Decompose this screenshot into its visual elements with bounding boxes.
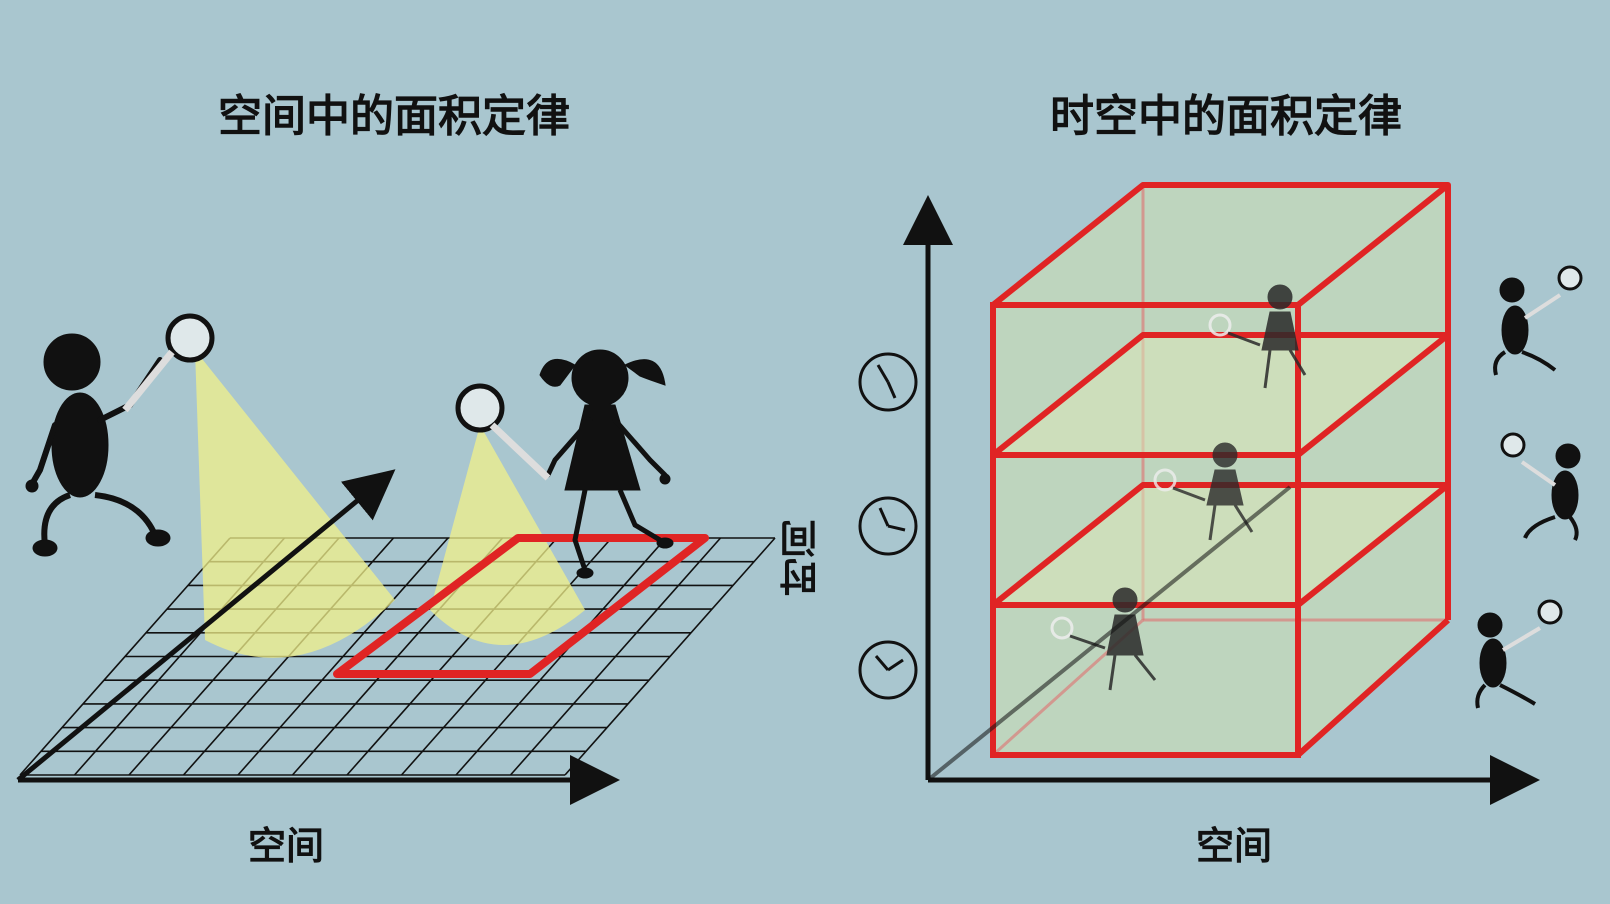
grid-line	[400, 537, 613, 776]
girl-with-magnifier-icon	[455, 349, 674, 579]
clock-icon	[858, 640, 918, 700]
grid-line	[455, 537, 667, 776]
light-cone-boy	[195, 350, 395, 658]
highlighted-area	[333, 534, 709, 678]
clock-icon	[858, 352, 918, 412]
boy-figure-bottom	[1475, 599, 1563, 709]
right-x-axis-label: 空间	[1196, 824, 1273, 868]
time-axis-label: 时间	[780, 520, 824, 596]
boy-figure-middle	[1500, 432, 1581, 541]
grid-line	[564, 537, 776, 776]
right-depth-axis	[926, 485, 1292, 782]
girl-figure-top	[1208, 284, 1307, 389]
boy-with-magnifier-icon	[25, 313, 215, 557]
girl-figure-middle	[1153, 442, 1254, 541]
left-panel-title: 空间中的面积定律	[218, 91, 570, 142]
boy-figure-top	[1493, 265, 1583, 376]
left-x-axis-label: 空间	[248, 824, 325, 868]
clock-icon	[858, 496, 918, 556]
light-cone-girl	[430, 425, 585, 645]
grid-line	[509, 537, 722, 776]
girl-figure-bottom	[1050, 587, 1157, 691]
left-depth-axis	[16, 469, 396, 782]
right-panel-title: 时空中的面积定律	[1050, 91, 1402, 142]
